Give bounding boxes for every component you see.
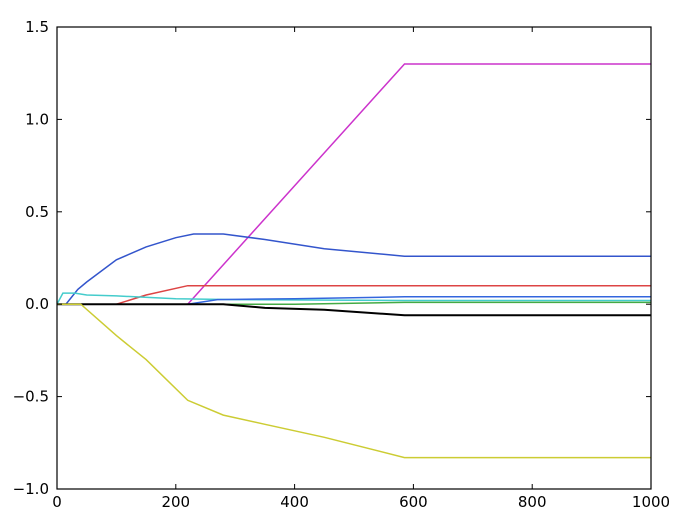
y-tick-label: 0.0: [25, 295, 49, 313]
y-tick-label: −1.0: [13, 480, 49, 498]
y-tick-label: −0.5: [13, 388, 49, 406]
series-line-4: [56, 292, 651, 305]
x-tick-label: 0: [52, 493, 62, 511]
x-tick-label: 200: [161, 493, 190, 511]
tick-layer: 0 200 400 600 800 1000 −1.0 −0.5 0.0 0.5 1.0 1.5: [13, 18, 671, 511]
series-line-7: [57, 303, 651, 317]
y-tick-label: 0.5: [25, 203, 49, 221]
plot-frame: [56, 26, 652, 490]
plot-area: [57, 27, 651, 489]
series-line-8: [57, 303, 651, 459]
y-tick-label: 1.0: [25, 110, 49, 128]
series-line-2: [57, 233, 651, 305]
y-tick-label: 1.5: [25, 18, 49, 36]
x-tick-label: 800: [518, 493, 547, 511]
x-tick-label: 400: [280, 493, 309, 511]
x-tick-label: 1000: [632, 493, 670, 511]
x-tick-label: 600: [399, 493, 428, 511]
series-layer: [56, 63, 651, 459]
